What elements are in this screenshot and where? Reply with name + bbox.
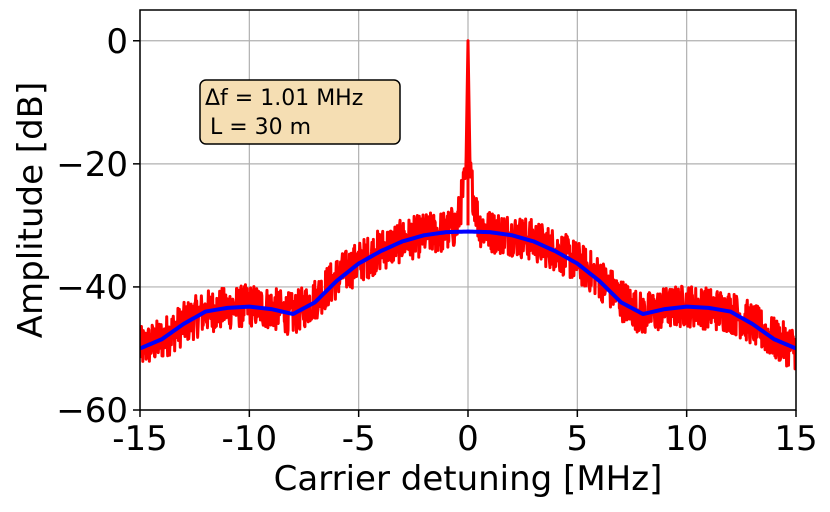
y-tick-label: −40 [56, 268, 128, 308]
x-axis-label: Carrier detuning [MHz] [274, 459, 663, 499]
x-tick-label: 0 [457, 419, 479, 459]
y-tick-label: −60 [56, 391, 128, 431]
annotation-line-2: L = 30 m [210, 115, 311, 140]
x-tick-label: 10 [665, 419, 708, 459]
y-tick-label: 0 [106, 22, 128, 62]
x-tick-label: -15 [112, 419, 168, 459]
annotation-box: Δf = 1.01 MHz L = 30 m [199, 79, 401, 145]
grid-layer [139, 10, 797, 411]
annotation-line-1: Δf = 1.01 MHz [205, 86, 363, 111]
series-line-fit [140, 229, 796, 351]
x-tick-label: -10 [222, 419, 278, 459]
x-tick-label: 15 [774, 419, 817, 459]
annotation-background [199, 79, 401, 145]
series-layer [140, 39, 796, 371]
tick-layer: -15 -10 -5 0 5 10 15 −60 −40 −20 0 [56, 22, 817, 459]
x-tick-label: -5 [342, 419, 376, 459]
y-tick-label: −20 [56, 145, 128, 185]
x-tick-label: 5 [567, 419, 589, 459]
y-axis-label: Amplitude [dB] [11, 82, 51, 338]
